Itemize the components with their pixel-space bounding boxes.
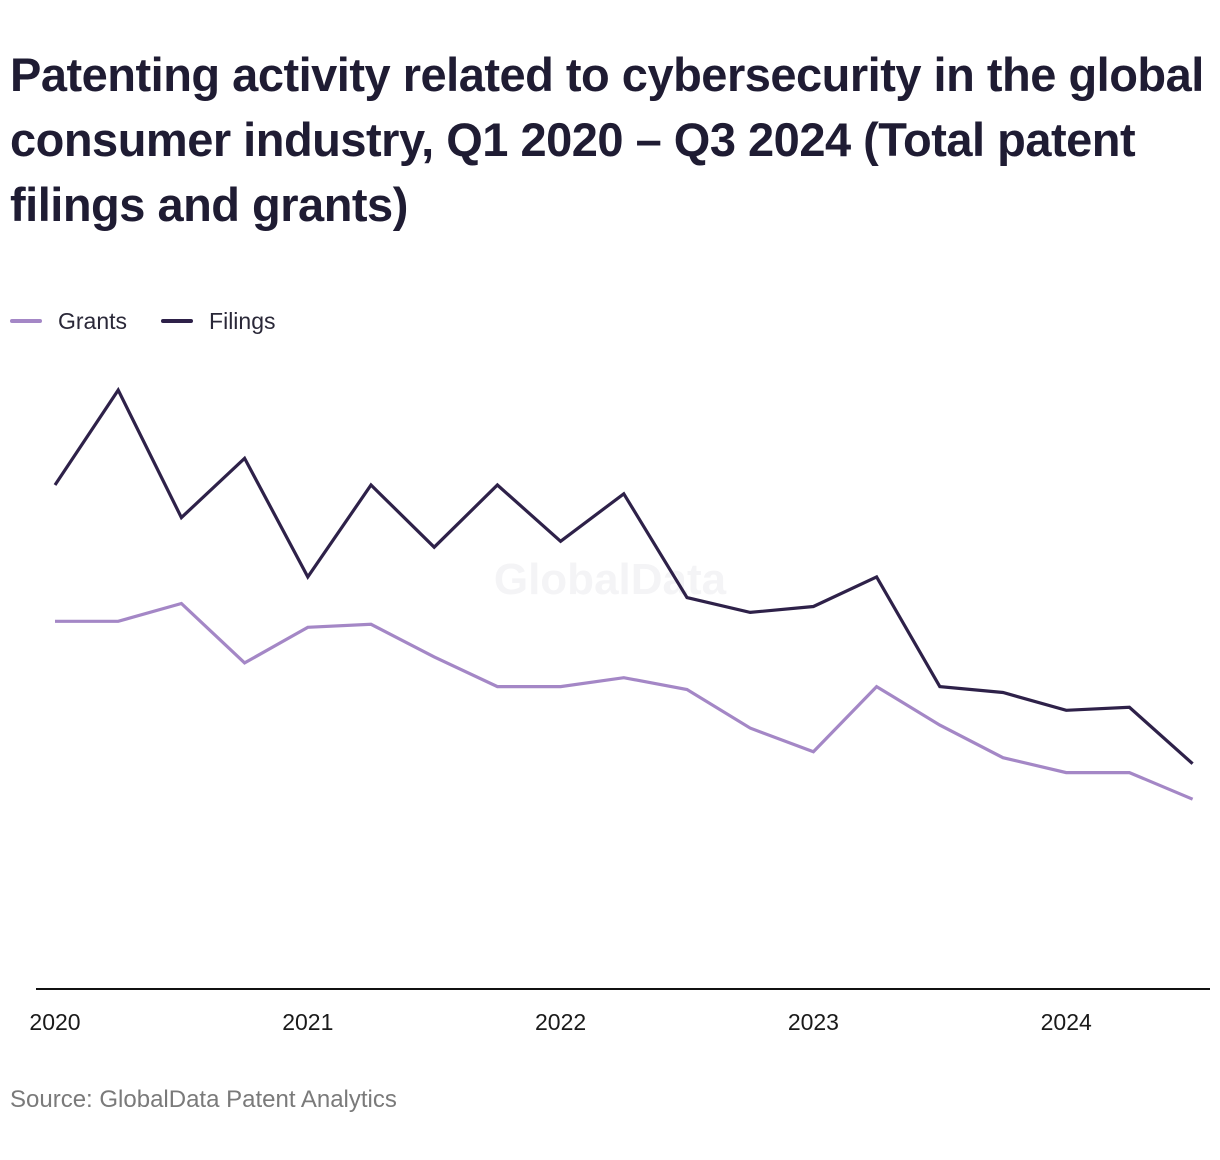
chart-title: Patenting activity related to cybersecur…: [10, 48, 1204, 231]
x-tick-label-2022: 2022: [535, 1009, 586, 1035]
x-tick-label-2020: 2020: [29, 1009, 80, 1035]
x-tick-label-2023: 2023: [788, 1009, 839, 1035]
legend-swatch-grants: [10, 319, 42, 323]
x-tick-label-2021: 2021: [282, 1009, 333, 1035]
source-note: Source: GlobalData Patent Analytics: [10, 1086, 397, 1113]
legend-item-filings: Filings: [161, 307, 276, 335]
legend-swatch-filings: [161, 319, 194, 323]
series-line-filings: [53, 386, 1194, 765]
series-line-grants: [55, 601, 1194, 801]
x-tick-label-2024: 2024: [1041, 1009, 1092, 1035]
legend-item-grants: Grants: [10, 308, 127, 335]
legend: Grants Filings: [10, 306, 310, 336]
legend-label-grants: Grants: [58, 307, 128, 334]
line-chart: GlobalData 2020 2021 2022 2023 2024: [29, 386, 1210, 1035]
watermark: GlobalData: [494, 555, 727, 604]
series-layer: [53, 386, 1194, 801]
x-axis-ticks: 2020 2021 2022 2023 2024: [29, 1009, 1092, 1035]
legend-label-filings: Filings: [209, 307, 276, 334]
